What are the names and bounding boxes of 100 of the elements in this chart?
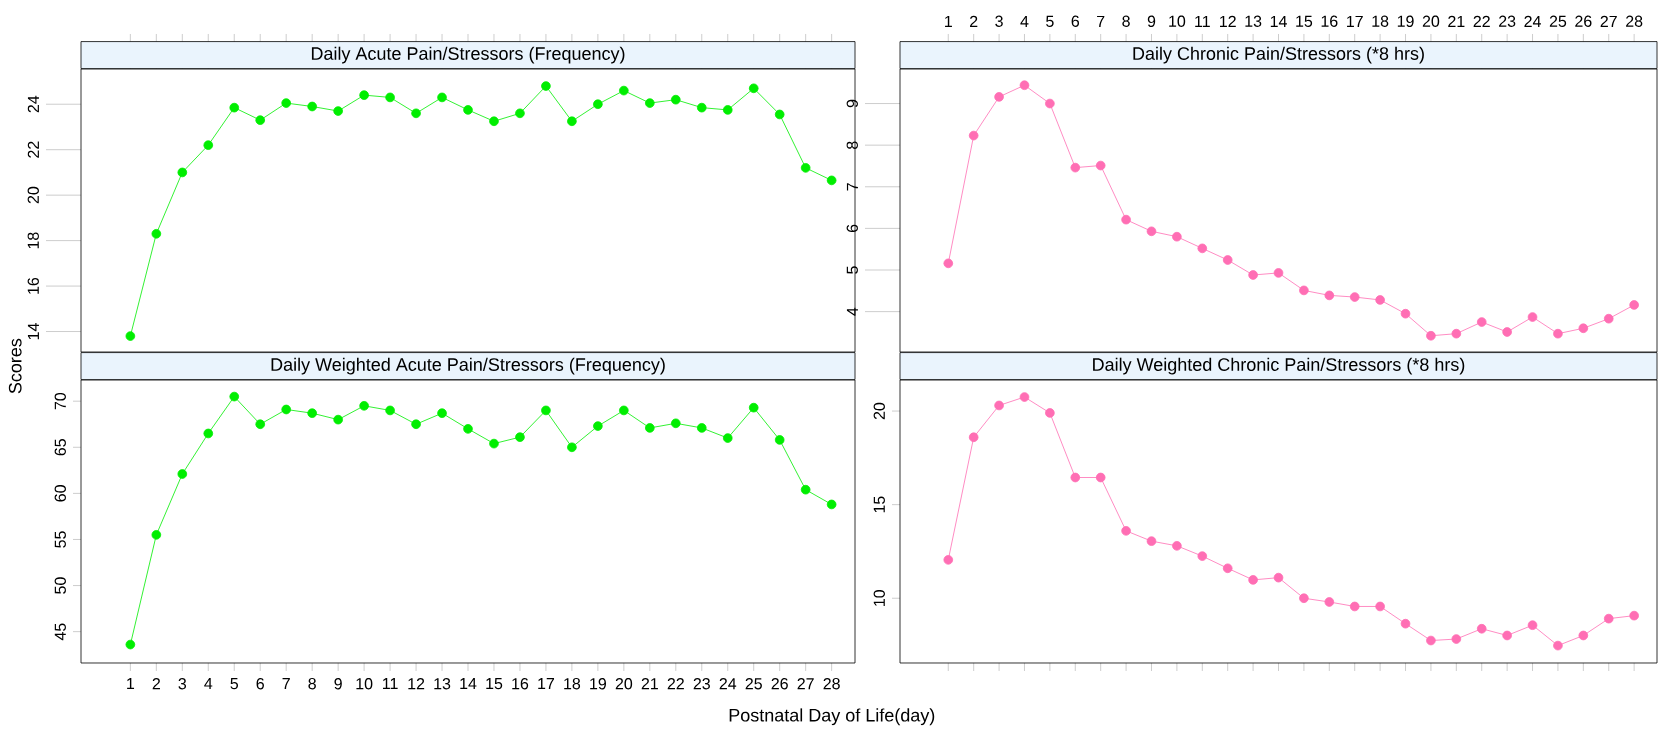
- point: [567, 116, 577, 127]
- point: [203, 428, 214, 439]
- y-tick-label: 10: [873, 589, 885, 606]
- point: [1426, 635, 1436, 646]
- x-tick-label: 15: [1296, 15, 1313, 27]
- point: [463, 424, 473, 434]
- point: [1476, 623, 1487, 634]
- point: [1248, 270, 1258, 280]
- y-tick-label: 4: [846, 307, 858, 316]
- point: [1146, 226, 1157, 237]
- point: [1299, 285, 1309, 296]
- point: [359, 401, 369, 411]
- point: [1121, 526, 1131, 536]
- x-tick-label: 14: [1270, 15, 1287, 27]
- x-tick-label: 20: [615, 678, 633, 690]
- point: [748, 402, 759, 413]
- x-tick-label: 9: [1147, 15, 1156, 27]
- point: [411, 108, 421, 119]
- x-tick-label: 23: [693, 678, 710, 690]
- point: [1299, 593, 1309, 604]
- x-tick-label: 21: [641, 678, 658, 690]
- point: [385, 92, 395, 103]
- point: [255, 115, 266, 125]
- x-tick-label: 21: [1448, 15, 1465, 27]
- point: [968, 432, 979, 443]
- point: [645, 98, 655, 108]
- point: [255, 419, 266, 430]
- x-tick-label: 3: [995, 15, 1003, 27]
- point: [1121, 214, 1131, 225]
- x-tick-label: 11: [383, 678, 398, 690]
- x-tick-label: 26: [771, 678, 788, 690]
- x-tick-label: 7: [282, 678, 290, 690]
- point: [229, 391, 240, 402]
- point: [1375, 295, 1385, 305]
- x-tick-label: 20: [1422, 15, 1440, 27]
- x-tick-label: 18: [564, 678, 581, 690]
- y-tick-label: 14: [27, 323, 39, 340]
- point: [774, 435, 785, 445]
- point: [1273, 572, 1284, 583]
- y-tick-label: 16: [27, 277, 39, 294]
- x-tick-label: 10: [356, 678, 373, 690]
- x-tick-label: 17: [1347, 15, 1363, 27]
- x-tick-label: 6: [1071, 15, 1080, 27]
- x-tick-label: 22: [667, 678, 684, 690]
- x-tick-label: 2: [152, 678, 160, 690]
- point: [943, 555, 954, 565]
- x-axis-title: Postnatal Day of Life(day): [729, 708, 935, 726]
- point: [1451, 634, 1462, 644]
- x-tick-label: 23: [1499, 15, 1516, 27]
- y-tick-label: 50: [54, 577, 66, 594]
- point: [593, 99, 603, 110]
- x-tick-label: 12: [1220, 15, 1236, 27]
- point: [1527, 312, 1538, 322]
- x-tick-label: 26: [1575, 15, 1592, 27]
- point: [515, 108, 525, 119]
- point: [1400, 308, 1411, 319]
- point: [1222, 255, 1233, 265]
- point: [1629, 610, 1639, 621]
- point: [1172, 541, 1182, 551]
- point: [1527, 620, 1538, 630]
- point: [1045, 408, 1055, 418]
- y-tick-label: 55: [54, 531, 66, 548]
- y-tick-label: 6: [846, 224, 858, 233]
- point: [826, 499, 837, 510]
- point: [722, 433, 733, 443]
- y-tick-label: 18: [27, 232, 39, 249]
- y-tick-label: 5: [846, 266, 858, 274]
- x-tick-label: 22: [1473, 15, 1490, 27]
- point: [541, 81, 551, 91]
- x-tick-label: 19: [1397, 15, 1414, 27]
- point: [968, 130, 979, 141]
- point: [619, 405, 629, 416]
- point: [748, 83, 759, 94]
- x-tick-label: 8: [308, 678, 316, 690]
- x-tick-label: 7: [1097, 15, 1105, 27]
- x-tick-label: 24: [719, 678, 737, 690]
- y-tick-label: 70: [54, 392, 66, 410]
- point: [645, 423, 655, 433]
- point: [307, 101, 317, 112]
- y-tick-label: 24: [27, 95, 39, 113]
- x-tick-label: 8: [1122, 15, 1130, 27]
- x-tick-label: 16: [512, 678, 529, 690]
- x-tick-label: 13: [1245, 15, 1262, 27]
- x-tick-label: 14: [460, 678, 477, 690]
- point: [1553, 328, 1563, 339]
- y-tick-label: 22: [27, 141, 39, 158]
- point: [1019, 80, 1030, 91]
- point: [1324, 597, 1335, 607]
- point: [1248, 575, 1258, 585]
- x-tick-label: 18: [1372, 15, 1389, 27]
- x-tick-label: 4: [1020, 15, 1029, 27]
- x-tick-label: 13: [434, 678, 451, 690]
- point: [125, 639, 136, 650]
- point: [943, 258, 954, 269]
- point: [1146, 536, 1157, 546]
- chart-title: Daily Weighted Acute Pain/Stressors (Frequency): [271, 357, 665, 375]
- point: [696, 423, 707, 433]
- x-tick-label: 1: [945, 15, 952, 27]
- y-axis-title: Scores: [8, 338, 22, 394]
- point: [411, 419, 421, 430]
